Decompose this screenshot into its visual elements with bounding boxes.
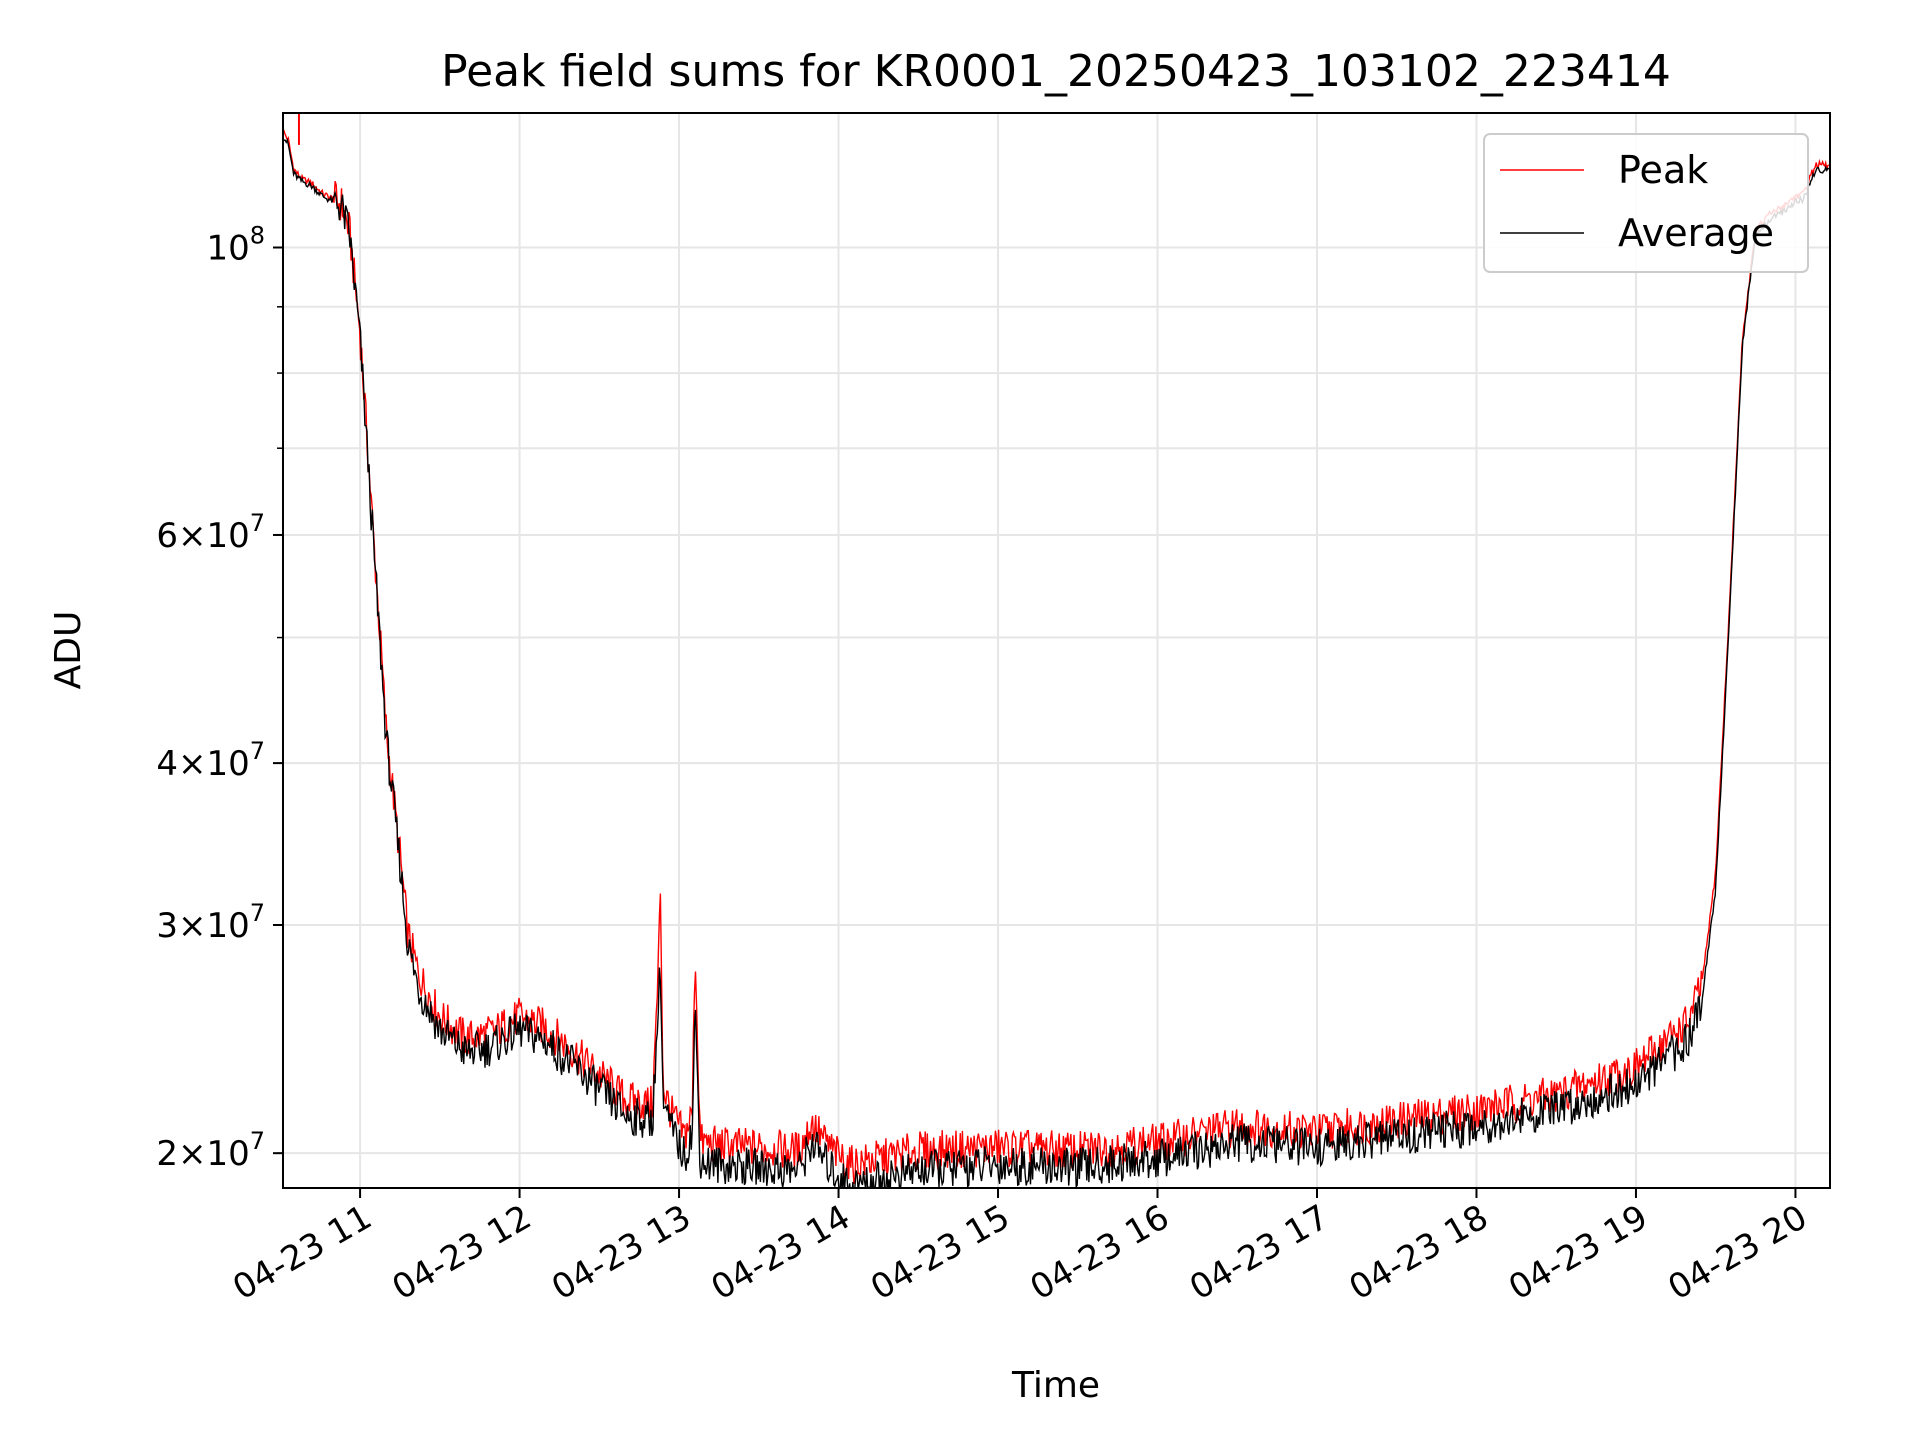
y-tick-times: ×10 (178, 744, 250, 784)
y-tick-exponent: 7 (250, 1127, 265, 1155)
plot-frame (282, 112, 1831, 1189)
y-tick-exponent: 7 (250, 737, 265, 765)
y-axis-label: ADU (48, 611, 89, 690)
y-tick-mantissa: 3 (156, 906, 178, 946)
y-tick-times: ×10 (178, 1134, 250, 1174)
y-tick-mantissa: 2 (156, 1134, 178, 1174)
series-line-average (283, 138, 1830, 1188)
legend-label-average: Average (1618, 211, 1774, 255)
plot-area (283, 113, 1830, 1188)
series-line-peak (283, 129, 1830, 1185)
y-tick-times: ×10 (178, 906, 250, 946)
chart-title: Peak field sums for KR0001_20250423_1031… (441, 46, 1671, 97)
x-axis-label: Time (1011, 1365, 1100, 1406)
y-tick-base: 10 (206, 229, 249, 269)
y-tick-mantissa: 4 (156, 744, 178, 784)
y-tick-label: 3×107 (156, 899, 265, 946)
legend: Peak Average (1483, 133, 1809, 273)
y-tick-exponent: 8 (250, 222, 265, 250)
y-tick-exponent: 7 (250, 509, 265, 537)
legend-box (1483, 133, 1809, 273)
y-tick-label: 6×107 (156, 509, 265, 556)
y-tick-mantissa: 6 (156, 516, 178, 556)
y-tick-times: ×10 (178, 516, 250, 556)
y-tick-label: 2×107 (156, 1127, 265, 1174)
legend-label-peak: Peak (1618, 148, 1708, 192)
grid (283, 113, 1830, 1188)
y-tick-label: 4×107 (156, 737, 265, 784)
y-tick-label: 108 (206, 222, 265, 269)
y-tick-exponent: 7 (250, 899, 265, 927)
